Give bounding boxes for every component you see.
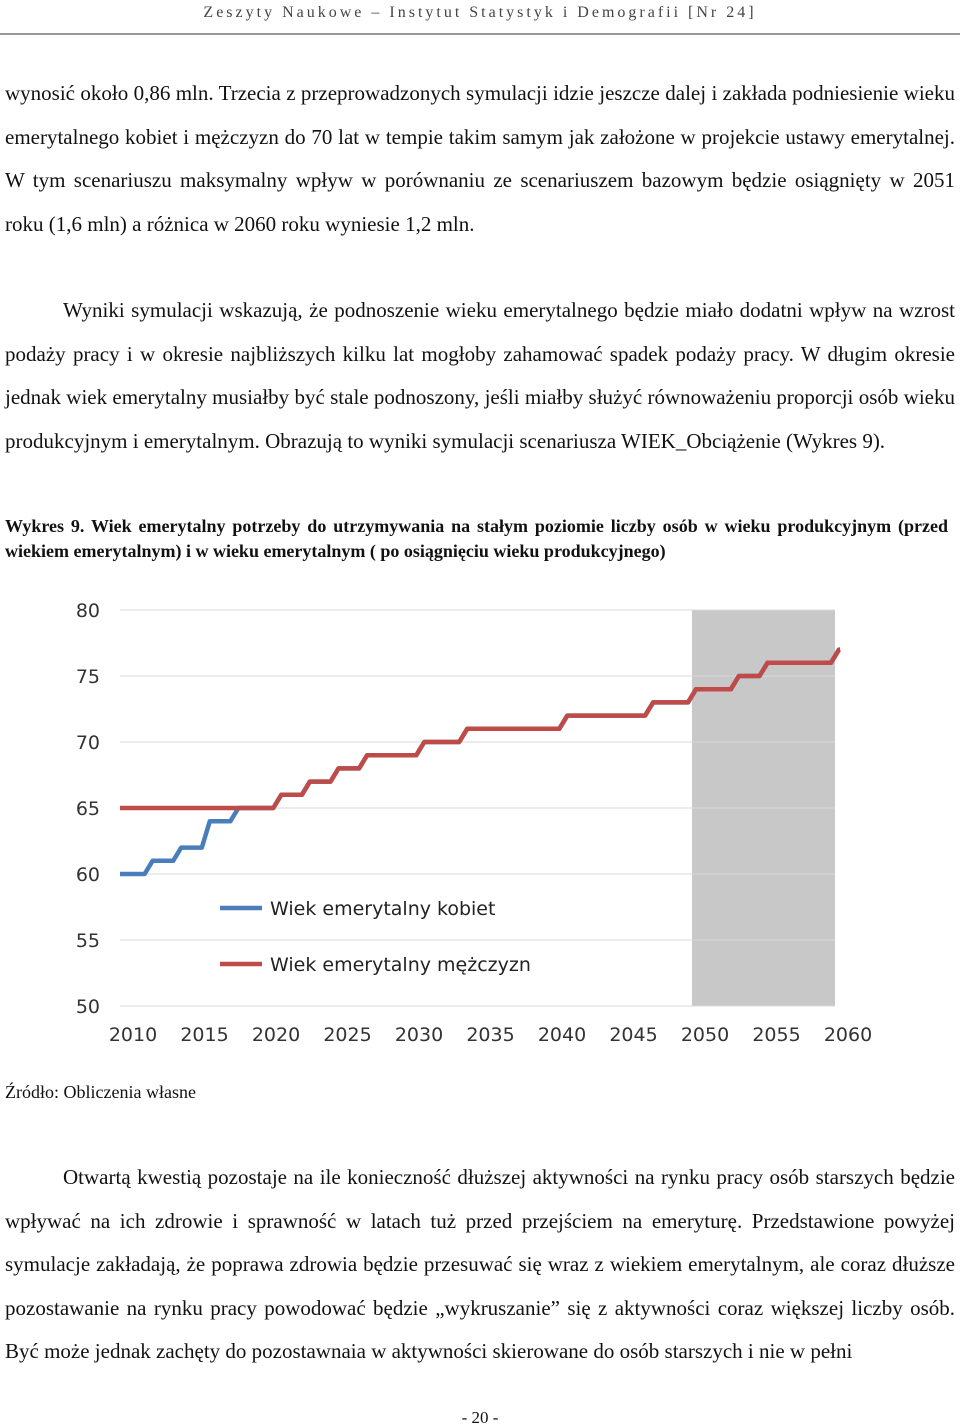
x-tick-label: 2010 bbox=[109, 1024, 157, 1046]
body-paragraph-2: Wyniki symulacji wskazują, że podnoszeni… bbox=[5, 298, 955, 453]
x-tick-label: 2015 bbox=[180, 1024, 228, 1046]
y-tick-label: 80 bbox=[76, 600, 100, 622]
x-tick-label: 2035 bbox=[466, 1024, 514, 1046]
x-tick-label: 2045 bbox=[609, 1024, 657, 1046]
x-tick-label: 2050 bbox=[681, 1024, 729, 1046]
y-tick-label: 70 bbox=[76, 732, 100, 754]
y-tick-label: 50 bbox=[76, 996, 100, 1018]
x-tick-label: 2020 bbox=[252, 1024, 300, 1046]
figure-caption: Wykres 9. Wiek emerytalny potrzeby do ut… bbox=[5, 516, 948, 561]
page-number: - 20 - bbox=[461, 1408, 499, 1427]
y-tick-label: 60 bbox=[76, 864, 100, 886]
legend-label-2: Wiek emerytalny mężczyzn bbox=[270, 954, 531, 976]
series-line-2 bbox=[120, 647, 842, 811]
y-tick-label: 75 bbox=[76, 666, 100, 688]
x-tick-label: 2030 bbox=[395, 1024, 443, 1046]
running-header: Zeszyty Naukowe – Instytut Statystyk i D… bbox=[203, 4, 757, 21]
x-tick-label: 2055 bbox=[752, 1024, 800, 1046]
body-paragraph-3: Otwartą kwestią pozostaje na ile koniecz… bbox=[5, 1165, 955, 1364]
x-tick-label: 2060 bbox=[824, 1024, 872, 1046]
x-tick-label: 2025 bbox=[323, 1024, 371, 1046]
body-paragraph-1: wynosić około 0,86 mln. Trzecia z przepr… bbox=[5, 81, 955, 236]
header-divider bbox=[0, 33, 960, 35]
y-tick-label: 65 bbox=[76, 798, 100, 820]
y-tick-label: 55 bbox=[76, 930, 100, 952]
legend-label-1: Wiek emerytalny kobiet bbox=[270, 898, 495, 920]
retirement-age-line-chart: 50 55 60 65 70 75 80 2010 2015 2020 2025 2030 2035 20… bbox=[76, 600, 872, 1046]
figure-source: Źródło: Obliczenia własne bbox=[5, 1082, 196, 1102]
x-tick-label: 2040 bbox=[538, 1024, 586, 1046]
